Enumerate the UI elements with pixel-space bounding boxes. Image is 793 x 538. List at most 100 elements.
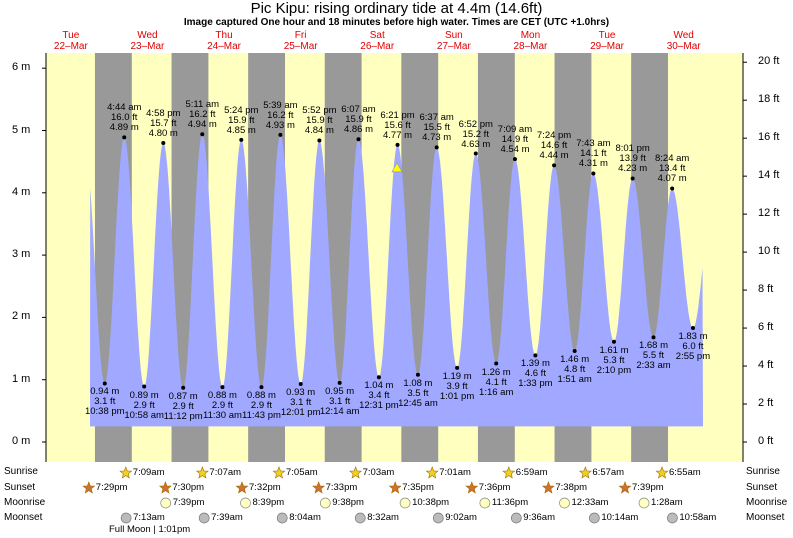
high-tide-text: 14.6 ft	[540, 140, 568, 152]
low-tide-label: 0.88 m 2.9 ft 11:43 pm	[231, 391, 291, 421]
day-date: 24–Mar	[207, 41, 241, 52]
moonset-icon	[510, 512, 522, 524]
low-tide-point	[142, 384, 147, 389]
low-tide-text: 10:58 am	[124, 409, 164, 421]
day-name: Wed	[137, 30, 158, 41]
high-tide-text: 15.9 ft	[345, 114, 372, 126]
right-tick-label: 4 ft	[758, 359, 774, 372]
low-tide-label: 1.19 m 3.9 ft 1:01 pm	[427, 371, 487, 402]
sunrise-time: 6:57am	[592, 467, 625, 478]
high-tide-text: 5:39 am	[263, 99, 298, 111]
sunrise-icon	[272, 466, 286, 479]
low-tide-text: 6.0 ft	[682, 340, 704, 352]
high-tide-text: 15.7 ft	[150, 117, 177, 129]
right-tick-label: 8 ft	[758, 283, 774, 296]
high-tide-label: 5:11 am 16.2 ft 4.94 m	[172, 100, 232, 130]
sunrise-label-right: Sunrise	[746, 466, 780, 477]
low-tide-point	[494, 361, 499, 366]
low-tide-text: 12:45 am	[398, 397, 438, 409]
high-tide-point	[434, 145, 439, 150]
low-tide-text: 3.1 ft	[290, 397, 312, 409]
high-tide-text: 15.2 ft	[462, 128, 489, 140]
right-tick-label: 0 ft	[758, 435, 774, 447]
low-tide-text: 1.61 m	[599, 344, 629, 356]
left-tick-label: 0 m	[12, 435, 31, 447]
moonset-icon	[354, 512, 366, 524]
left-tick-label: 6 m	[12, 61, 31, 74]
moonset-icon	[667, 512, 678, 524]
low-tide-text: 1:16 am	[479, 386, 514, 398]
day-name: Wed	[673, 30, 694, 41]
moonrise-icon	[638, 497, 650, 509]
chart-title: Pic Kipu: rising ordinary tide at 4.4m (…	[250, 0, 543, 17]
high-tide-point	[161, 140, 166, 145]
low-tide-label: 1.46 m 4.8 ft 1:51 am	[545, 355, 605, 385]
low-tide-text: 2.9 ft	[250, 400, 273, 412]
low-tide-point	[259, 385, 264, 390]
right-tick-label: 12 ft	[758, 207, 780, 220]
high-tide-text: 6:07 am	[341, 104, 376, 116]
high-tide-label: 4:44 am 16.0 ft 4.89 m	[94, 103, 154, 133]
high-tide-text: 4.80 m	[148, 127, 178, 139]
day-label: Sun 27–Mar	[424, 30, 484, 52]
sunset-time: 7:30pm	[172, 482, 205, 493]
low-tide-label: 0.95 m 3.1 ft 12:14 am	[310, 386, 370, 417]
low-tide-label: 0.94 m 3.1 ft 10:38 pm	[75, 387, 135, 417]
low-tide-label: 1.04 m 3.4 ft 12:31 pm	[349, 381, 409, 411]
sunset-icon	[541, 481, 555, 494]
high-tide-label: 5:39 am 16.2 ft 4.93 m	[250, 99, 310, 131]
high-tide-text: 6:21 pm	[380, 109, 415, 121]
low-tide-text: 3.5 ft	[407, 387, 429, 399]
tide-curve	[90, 134, 703, 427]
low-tide-text: 3.1 ft	[329, 395, 351, 407]
moonset-time: 9:02am	[445, 512, 477, 523]
high-tide-text: 5:52 pm	[302, 105, 337, 117]
right-tick-label: 6 ft	[758, 321, 774, 334]
sunset-label-left: Sunset	[4, 482, 36, 493]
low-tide-text: 0.89 m	[129, 389, 159, 401]
moonset-icon	[276, 512, 288, 524]
left-tick-label: 3 m	[12, 248, 31, 261]
sunrise-icon	[119, 466, 133, 479]
high-tide-label: 7:24 pm 14.6 ft 4.44 m	[524, 131, 584, 161]
moonset-icon	[198, 512, 210, 524]
high-tide-point	[670, 186, 675, 191]
high-tide-label: 5:24 pm 15.9 ft 4.85 m	[211, 105, 271, 136]
moonset-time: 8:04am	[289, 512, 321, 523]
low-tide-label: 1.61 m 5.3 ft 2:10 pm	[584, 344, 644, 376]
high-tide-text: 4.73 m	[422, 132, 452, 144]
low-tide-text: 4.8 ft	[564, 364, 586, 376]
high-tide-text: 4.23 m	[618, 163, 648, 175]
high-tide-text: 15.5 ft	[423, 122, 450, 134]
low-tide-label: 1.68 m 5.5 ft 2:33 am	[623, 341, 683, 371]
moonrise-time: 11:36pm	[491, 497, 529, 508]
low-tide-point	[298, 382, 303, 387]
low-tide-point	[455, 365, 460, 370]
moonrise-label-left: Moonrise	[4, 497, 46, 508]
high-tide-text: 4.77 m	[382, 129, 413, 141]
low-tide-text: 1.04 m	[364, 380, 394, 392]
low-tide-label: 1.08 m 3.5 ft 12:45 am	[388, 378, 448, 409]
high-tide-label: 6:52 pm 15.2 ft 4.63 m	[446, 119, 506, 150]
full-moon-label: Full Moon | 1:01pm	[109, 524, 191, 535]
moonrise-icon	[319, 497, 331, 509]
high-tide-text: 4.93 m	[265, 119, 295, 131]
moonrise-time: 10:38pm	[412, 497, 450, 508]
sunrise-time: 7:07am	[209, 467, 242, 478]
high-tide-point	[630, 176, 635, 181]
day-date: 28–Mar	[513, 41, 548, 52]
sunset-icon	[235, 481, 249, 494]
sunrise-time: 7:01am	[439, 467, 471, 478]
high-tide-text: 7:43 am	[576, 138, 611, 150]
high-tide-label: 8:01 pm 13.9 ft 4.23 m	[603, 144, 663, 174]
day-date: 23–Mar	[130, 41, 165, 52]
sunset-time: 7:39pm	[631, 482, 664, 493]
high-tide-text: 6:37 am	[419, 112, 454, 124]
sunrise-time: 6:59am	[515, 467, 548, 478]
low-tide-text: 0.88 m	[246, 390, 276, 402]
left-tick-label: 2 m	[12, 310, 31, 323]
day-label: Sat 26–Mar	[347, 30, 407, 52]
high-tide-point	[317, 138, 322, 143]
high-tide-point	[278, 132, 283, 137]
